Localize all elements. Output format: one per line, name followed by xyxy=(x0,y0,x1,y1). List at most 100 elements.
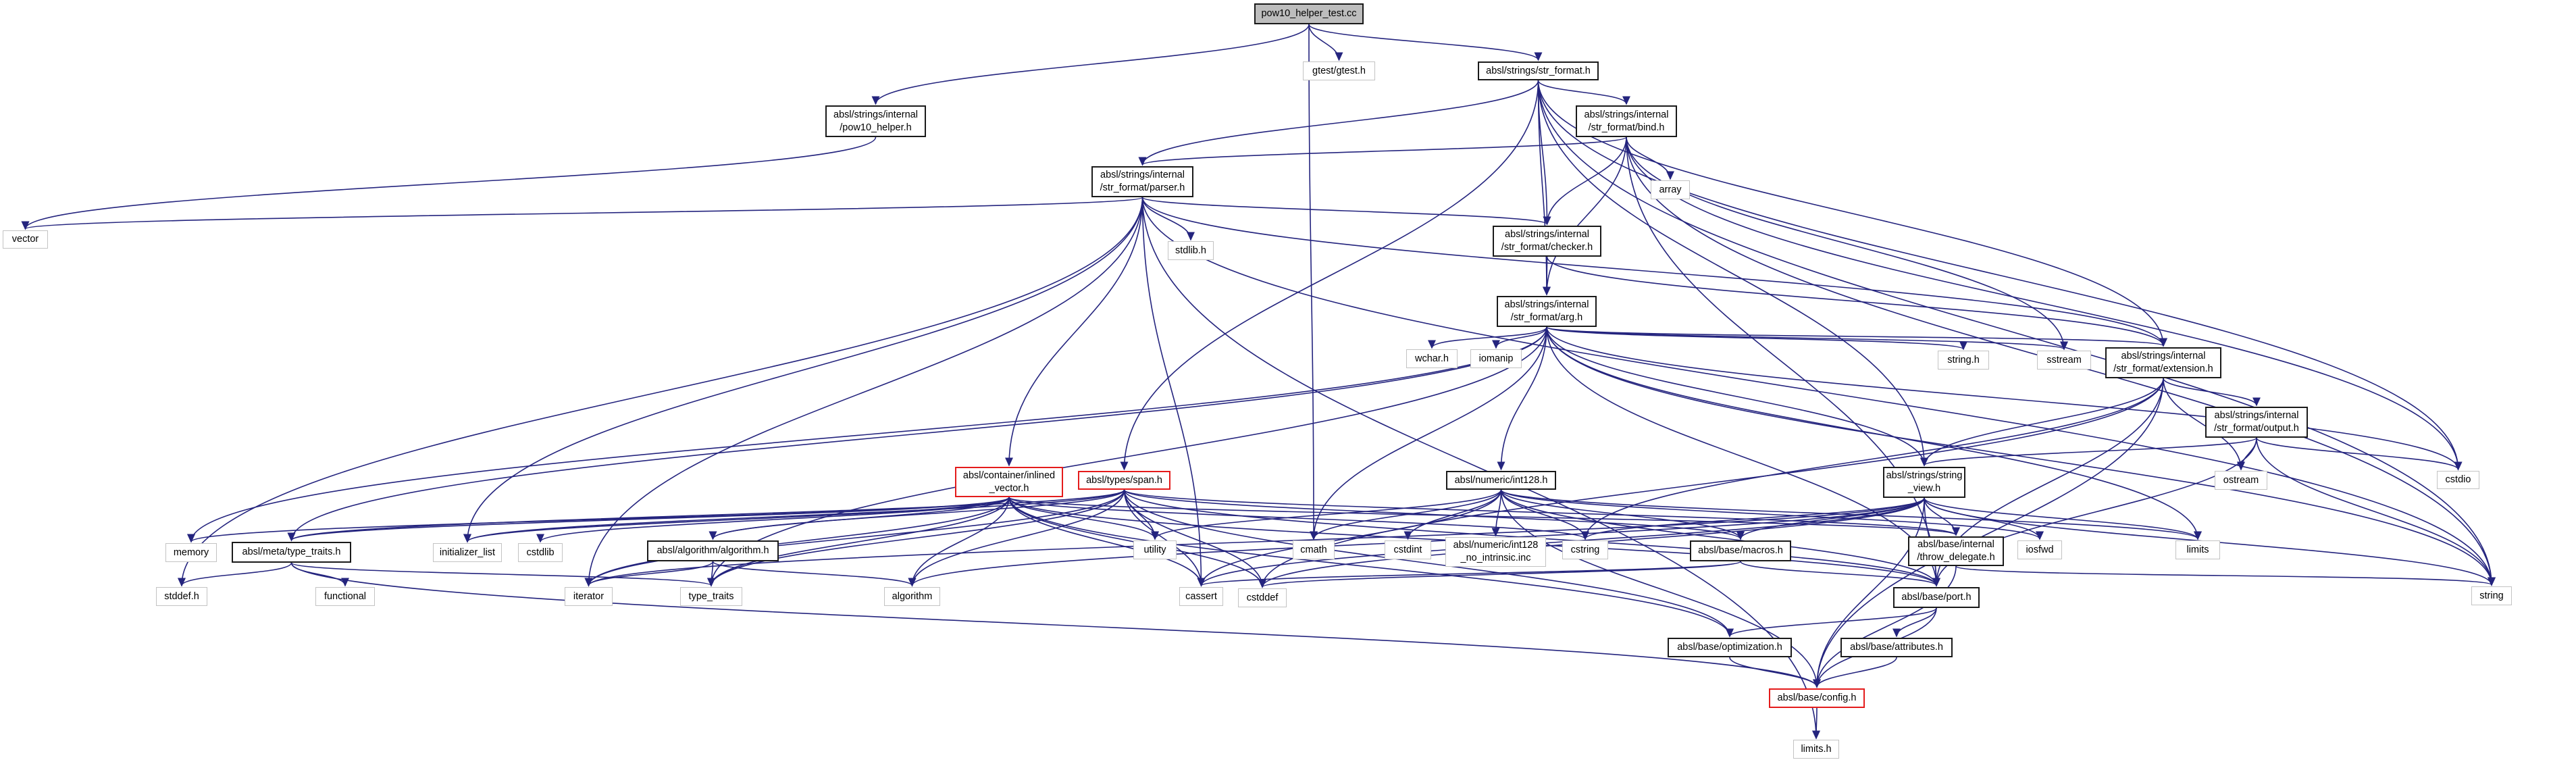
include-edge-iv-it xyxy=(584,497,1010,587)
include-edge-sv-mac xyxy=(1736,497,1925,540)
include-edge-sf-arg xyxy=(1537,80,1551,296)
graph-node-sf[interactable]: absl/strings/str_format.h xyxy=(1478,61,1599,80)
graph-node-limh: limits.h xyxy=(1793,740,1839,759)
graph-node-mtt[interactable]: absl/meta/type_traits.h xyxy=(232,542,351,563)
include-edge-spn-tt xyxy=(707,489,1125,587)
include-edge-i128-cm xyxy=(1310,489,1502,540)
include-edge-out-sv xyxy=(1920,437,2257,467)
include-edge-t-sf xyxy=(1308,24,1543,61)
graph-node-mem: memory xyxy=(165,543,217,562)
graph-node-opt[interactable]: absl/base/optimization.h xyxy=(1668,638,1792,657)
graph-node-ios: iosfwd xyxy=(2017,540,2062,559)
include-edge-i128-prt xyxy=(1500,489,1940,587)
include-edge-par-il xyxy=(463,197,1143,543)
graph-node-ext[interactable]: absl/strings/internal /str_format/extens… xyxy=(2105,347,2221,378)
graph-node-sl: stdlib.h xyxy=(1168,241,1214,260)
include-edge-par-cas xyxy=(1141,197,1206,587)
include-edge-iv-opt xyxy=(1008,497,1734,638)
include-edge-i128-mac xyxy=(1500,489,1745,540)
graph-node-alg[interactable]: absl/algorithm/algorithm.h xyxy=(647,540,779,561)
include-edge-sf-str xyxy=(1537,80,2496,586)
graph-node-it: iterator xyxy=(565,587,613,606)
graph-node-arg[interactable]: absl/strings/internal /str_format/arg.h xyxy=(1497,296,1597,327)
graph-node-t: pow10_helper_test.cc xyxy=(1254,3,1364,24)
include-edge-mtt-sd xyxy=(178,562,292,587)
include-edge-prt-opt xyxy=(1726,607,1937,638)
include-edge-par-it xyxy=(584,197,1143,587)
include-edge-mtt-tt xyxy=(290,562,715,587)
graph-node-ni: absl/numeric/int128 _no_intrinsic.inc xyxy=(1445,537,1546,567)
graph-node-cfg[interactable]: absl/base/config.h xyxy=(1769,688,1865,708)
include-edge-arg-str xyxy=(1546,326,2496,586)
include-edge-i128-cfg xyxy=(1500,489,1821,688)
graph-node-wch: wchar.h xyxy=(1406,349,1458,368)
include-edge-par-sl xyxy=(1141,197,1195,241)
graph-node-clib: cstdlib xyxy=(518,543,563,562)
graph-node-prt[interactable]: absl/base/port.h xyxy=(1893,587,1980,608)
include-edge-mtt-fn xyxy=(290,562,349,587)
graph-node-str: string xyxy=(2471,586,2512,605)
include-edge-out-ost xyxy=(2237,437,2257,471)
include-edge-ext-out xyxy=(2163,378,2261,407)
include-edge-ext-sv xyxy=(1920,378,2164,467)
include-edge-cfg-limh xyxy=(1812,707,1820,740)
graph-node-p10[interactable]: absl/strings/internal /pow10_helper.h xyxy=(825,105,926,137)
include-edge-spn-thd xyxy=(1123,489,1960,536)
include-edge-iv-algo xyxy=(908,497,1010,587)
graph-node-csd: cstddef xyxy=(1238,588,1287,607)
graph-node-cas: cassert xyxy=(1179,587,1223,606)
include-edge-arg-i128 xyxy=(1497,326,1547,471)
include-edge-p10-vec xyxy=(21,136,877,230)
graph-node-att[interactable]: absl/base/attributes.h xyxy=(1840,638,1953,657)
include-edge-sf-sv xyxy=(1537,80,1928,467)
include-edge-ext-ost xyxy=(2163,378,2245,471)
include-edge-i128-utl xyxy=(1151,489,1502,540)
include-edge-t-p10 xyxy=(871,24,1310,105)
include-edge-out-cio xyxy=(2256,437,2463,471)
graph-node-mac[interactable]: absl/base/macros.h xyxy=(1690,540,1791,561)
graph-node-algo: algorithm xyxy=(884,587,940,606)
graph-node-cio: cstdio xyxy=(2437,471,2479,489)
graph-node-spn[interactable]: absl/types/span.h xyxy=(1078,471,1170,490)
include-edge-bind-par xyxy=(1138,136,1627,166)
graph-node-sd: stddef.h xyxy=(156,587,207,606)
include-edge-par-chk xyxy=(1141,197,1551,226)
graph-node-sh: string.h xyxy=(1938,351,1989,370)
include-edge-alg-algo xyxy=(712,561,917,587)
graph-node-par[interactable]: absl/strings/internal /str_format/parser… xyxy=(1091,166,1193,197)
include-edge-arg-mem xyxy=(187,326,1547,543)
graph-node-iv[interactable]: absl/container/inlined _vector.h xyxy=(955,467,1063,497)
graph-node-gt: gtest/gtest.h xyxy=(1303,61,1375,80)
graph-node-sv[interactable]: absl/strings/string _view.h xyxy=(1883,467,1965,498)
edges xyxy=(21,24,2496,740)
graph-node-chk[interactable]: absl/strings/internal /str_format/checke… xyxy=(1493,226,1601,257)
include-edge-sv-it xyxy=(584,497,1925,587)
include-edge-prt-att xyxy=(1892,607,1937,638)
graph-node-utl: utility xyxy=(1133,540,1177,559)
graph-node-bind[interactable]: absl/strings/internal /str_format/bind.h xyxy=(1576,105,1677,137)
include-edge-arg-ext xyxy=(1546,326,2167,347)
include-edge-arg-sh xyxy=(1546,326,1967,351)
include-edge-arg-cm xyxy=(1310,326,1547,540)
include-edge-par-iv xyxy=(1005,197,1143,467)
include-edge-spn-alg xyxy=(709,489,1125,540)
include-edge-sv-cfg xyxy=(1813,497,1925,688)
include-edge-iv-tt xyxy=(707,497,1010,587)
graph-node-cstr: cstring xyxy=(1562,540,1608,559)
graph-node-fn: functional xyxy=(315,587,375,606)
include-edge-spn-cas xyxy=(1123,489,1206,587)
include-edge-par-str xyxy=(1141,197,2496,586)
graph-node-arr: array xyxy=(1651,180,1690,199)
include-edge-chk-ext xyxy=(1546,256,2167,347)
graph-node-thd[interactable]: absl/base/internal /throw_delegate.h xyxy=(1908,536,2004,566)
include-edge-sf-spn xyxy=(1120,80,1539,471)
graph-node-out[interactable]: absl/strings/internal /str_format/output… xyxy=(2205,407,2308,438)
graph-node-i128[interactable]: absl/numeric/int128.h xyxy=(1446,471,1556,490)
include-edge-sf-ext xyxy=(1537,80,2167,347)
include-edge-mac-csd xyxy=(1258,561,1741,588)
include-edge-alg-tt xyxy=(707,561,715,587)
include-edge-sv-lim xyxy=(1924,497,2202,540)
include-edge-bind-arg xyxy=(1543,136,1627,296)
include-edge-par-vec xyxy=(22,197,1143,230)
